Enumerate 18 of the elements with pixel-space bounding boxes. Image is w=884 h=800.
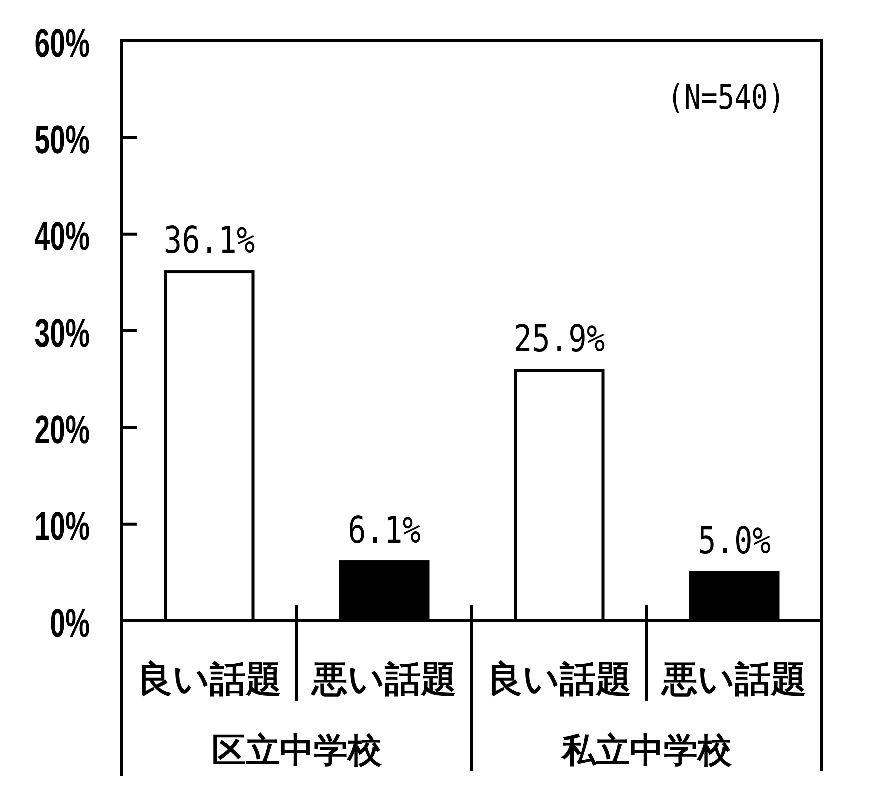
ytick-label: 40% bbox=[34, 215, 90, 260]
x-category: 良い話題 bbox=[137, 658, 282, 700]
ytick-label: 0% bbox=[50, 602, 90, 646]
ytick-label: 30% bbox=[34, 312, 90, 356]
ytick-label: 60% bbox=[34, 22, 90, 66]
group-label: 私立中学校 bbox=[562, 732, 732, 770]
ytick-label: 20% bbox=[34, 408, 90, 453]
x-category: 悪い話題 bbox=[662, 658, 807, 700]
ytick-label: 50% bbox=[34, 118, 90, 163]
annotation: (N=540) bbox=[668, 78, 785, 118]
group-label: 区立中学校 bbox=[212, 732, 382, 770]
data-label: 6.1% bbox=[348, 509, 422, 552]
data-label: 5.0% bbox=[698, 520, 772, 562]
x-category: 良い話題 bbox=[487, 658, 632, 700]
data-label: 36.1% bbox=[164, 219, 256, 262]
data-label: 25.9% bbox=[514, 318, 606, 360]
ytick-label: 10% bbox=[34, 505, 90, 550]
x-category: 悪い話題 bbox=[312, 658, 457, 700]
